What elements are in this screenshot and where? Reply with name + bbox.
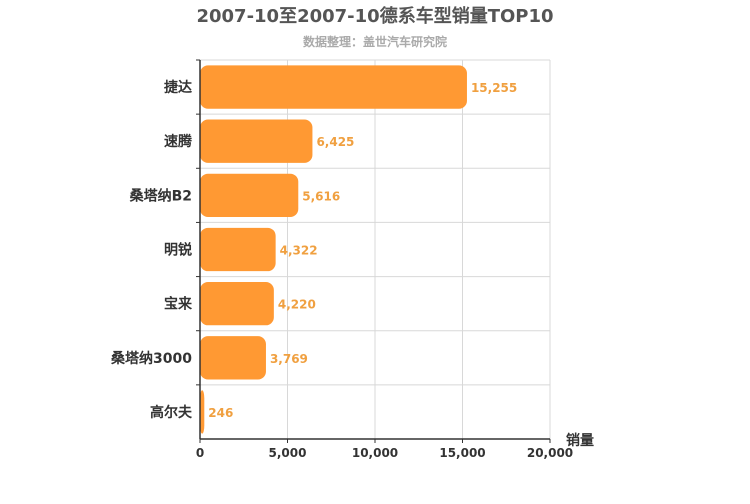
category-label: 桑塔纳B2 xyxy=(130,187,192,204)
category-label: 速腾 xyxy=(164,133,193,150)
chart-title: 2007-10至2007-10德系车型销量TOP10 xyxy=(196,5,553,27)
x-tick-label: 15,000 xyxy=(439,446,485,460)
x-tick-label: 10,000 xyxy=(352,446,398,460)
category-label: 明锐 xyxy=(164,242,192,259)
x-axis-label: 销量 xyxy=(566,432,594,449)
x-tick-label: 5,000 xyxy=(269,446,307,460)
x-tick-label: 0 xyxy=(196,446,204,460)
bar-value-label: 5,616 xyxy=(302,189,340,203)
bar xyxy=(200,227,276,272)
bar xyxy=(200,119,313,163)
bars-layer: 15,255 6,425 5,616 4,322 4,220 3,769 246 xyxy=(200,65,517,434)
bar xyxy=(200,281,274,326)
bar-value-label: 6,425 xyxy=(316,135,354,149)
category-label: 宝来 xyxy=(164,296,193,313)
x-tick-label: 20,000 xyxy=(527,446,573,460)
bar xyxy=(200,173,299,218)
bar-value-label: 3,769 xyxy=(270,352,308,366)
bar xyxy=(200,65,467,109)
bar-value-label: 4,220 xyxy=(278,298,316,312)
bar-value-label: 15,255 xyxy=(471,81,517,95)
category-label: 高尔夫 xyxy=(150,404,193,421)
category-label: 桑塔纳3000 xyxy=(111,350,192,367)
bar xyxy=(200,336,266,380)
category-label: 捷达 xyxy=(164,79,192,96)
bar-value-label: 246 xyxy=(208,406,233,420)
chart-subtitle: 数据整理：盖世汽车研究院 xyxy=(303,34,447,49)
bar xyxy=(200,390,205,434)
bar-value-label: 4,322 xyxy=(280,244,318,258)
